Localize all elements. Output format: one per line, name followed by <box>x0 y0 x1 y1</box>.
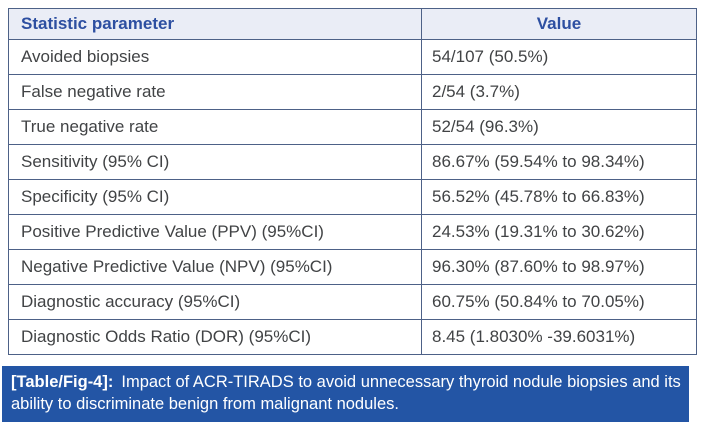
table-row: False negative rate 2/54 (3.7%) <box>8 74 697 110</box>
header-value: Value <box>421 8 697 40</box>
statistics-table: Statistic parameter Value Avoided biopsi… <box>8 8 697 355</box>
table-caption: [Table/Fig-4]: Impact of ACR-TIRADS to av… <box>2 366 689 422</box>
statistic-parameter-cell: Specificity (95% CI) <box>8 179 422 215</box>
statistic-parameter-cell: Positive Predictive Value (PPV) (95%CI) <box>8 214 422 250</box>
caption-label: [Table/Fig-4]: <box>11 373 114 391</box>
table-row: Avoided biopsies 54/107 (50.5%) <box>8 39 697 75</box>
table-row: Diagnostic Odds Ratio (DOR) (95%CI) 8.45… <box>8 319 697 355</box>
value-cell: 86.67% (59.54% to 98.34%) <box>421 144 697 180</box>
statistic-parameter-cell: Diagnostic accuracy (95%CI) <box>8 284 422 320</box>
table-row: Diagnostic accuracy (95%CI) 60.75% (50.8… <box>8 284 697 320</box>
header-statistic-parameter: Statistic parameter <box>8 8 422 40</box>
value-cell: 24.53% (19.31% to 30.62%) <box>421 214 697 250</box>
caption-text: Impact of ACR-TIRADS to avoid unnecessar… <box>11 373 681 413</box>
table-row: True negative rate 52/54 (96.3%) <box>8 109 697 145</box>
statistic-parameter-cell: True negative rate <box>8 109 422 145</box>
value-cell: 54/107 (50.5%) <box>421 39 697 75</box>
table-row: Specificity (95% CI) 56.52% (45.78% to 6… <box>8 179 697 215</box>
value-cell: 60.75% (50.84% to 70.05%) <box>421 284 697 320</box>
value-cell: 52/54 (96.3%) <box>421 109 697 145</box>
statistic-parameter-cell: Avoided biopsies <box>8 39 422 75</box>
statistic-parameter-cell: Sensitivity (95% CI) <box>8 144 422 180</box>
statistic-parameter-cell: Negative Predictive Value (NPV) (95%CI) <box>8 249 422 285</box>
table-row: Sensitivity (95% CI) 86.67% (59.54% to 9… <box>8 144 697 180</box>
value-cell: 96.30% (87.60% to 98.97%) <box>421 249 697 285</box>
value-cell: 56.52% (45.78% to 66.83%) <box>421 179 697 215</box>
table-row: Negative Predictive Value (NPV) (95%CI) … <box>8 249 697 285</box>
statistic-parameter-cell: Diagnostic Odds Ratio (DOR) (95%CI) <box>8 319 422 355</box>
value-cell: 2/54 (3.7%) <box>421 74 697 110</box>
statistic-parameter-cell: False negative rate <box>8 74 422 110</box>
table-header-row: Statistic parameter Value <box>8 8 697 40</box>
table-row: Positive Predictive Value (PPV) (95%CI) … <box>8 214 697 250</box>
value-cell: 8.45 (1.8030% -39.6031%) <box>421 319 697 355</box>
